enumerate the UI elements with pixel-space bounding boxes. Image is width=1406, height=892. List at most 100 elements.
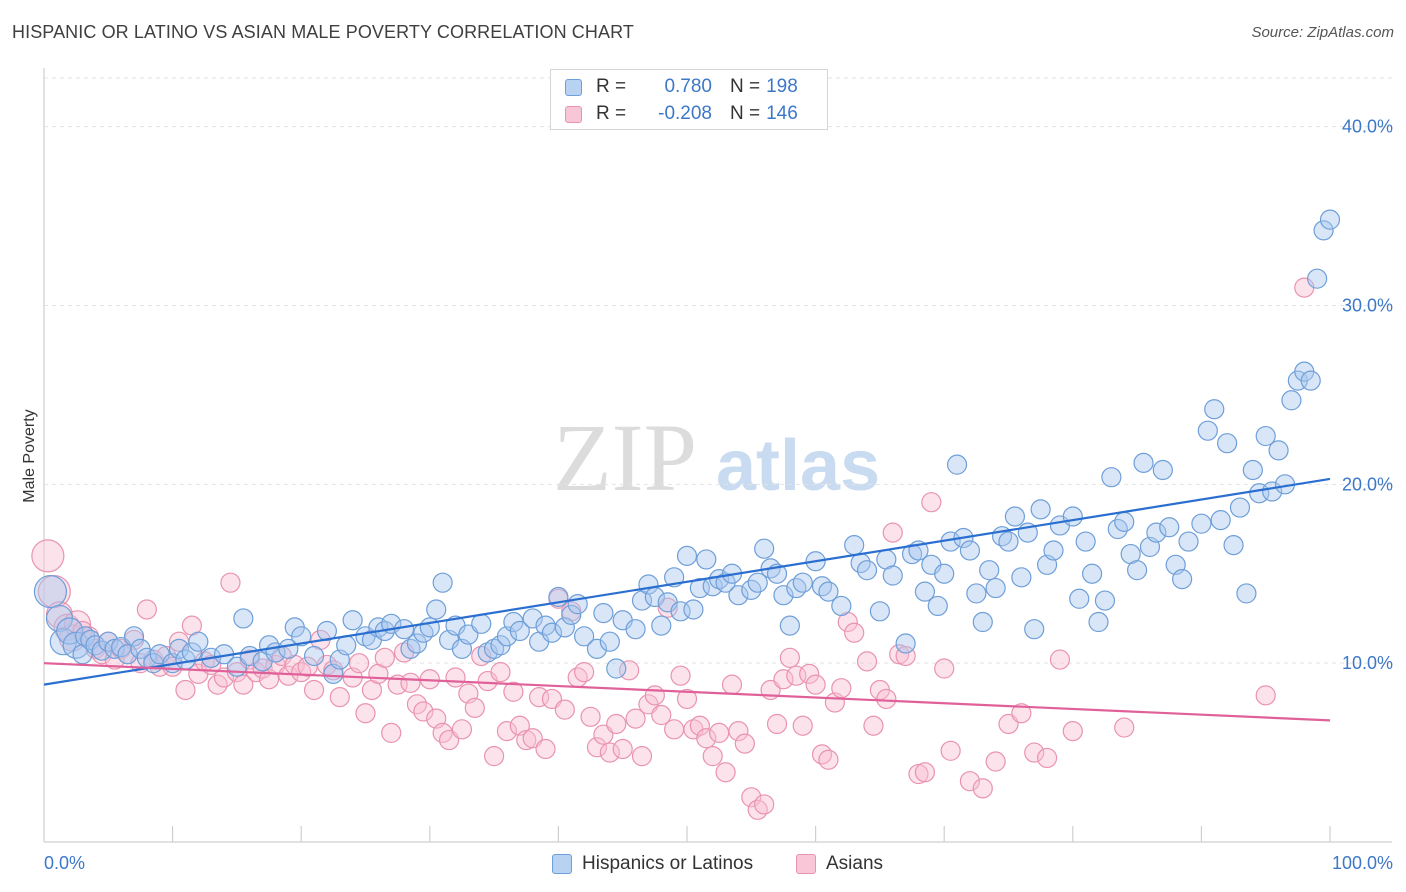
asians-point bbox=[278, 665, 299, 686]
asians-point bbox=[233, 674, 254, 695]
hispanics-point bbox=[593, 602, 614, 624]
hispanics-point bbox=[1281, 390, 1302, 411]
asians-point bbox=[972, 778, 993, 799]
hispanics-point bbox=[561, 604, 582, 625]
asians-point bbox=[741, 787, 762, 808]
asians-point bbox=[721, 674, 743, 695]
asians-point bbox=[934, 658, 955, 679]
hispanics-point bbox=[1030, 499, 1051, 520]
asians-point bbox=[291, 662, 312, 683]
x-tick-label: 0.0% bbox=[44, 853, 85, 873]
asians-point bbox=[773, 669, 794, 690]
hispanics-point bbox=[1178, 531, 1199, 552]
legend-item-asians[interactable]: Asians bbox=[796, 852, 883, 876]
hispanics-point bbox=[1159, 517, 1180, 538]
hispanics-point bbox=[1075, 531, 1096, 552]
asians-point bbox=[959, 771, 981, 792]
watermark-zip: ZIP bbox=[553, 404, 697, 511]
asians-point bbox=[766, 713, 788, 735]
hispanics-point bbox=[773, 585, 794, 606]
asians-point bbox=[1024, 742, 1045, 763]
hispanics-swatch bbox=[565, 78, 582, 96]
hispanics-point bbox=[651, 615, 672, 636]
hispanics-point bbox=[844, 535, 865, 556]
hispanics-point bbox=[1081, 563, 1103, 584]
asians-point bbox=[805, 674, 826, 695]
asians-point bbox=[348, 653, 370, 674]
hispanics-point bbox=[792, 572, 813, 593]
asians-point bbox=[554, 699, 575, 720]
hispanics-point bbox=[959, 540, 981, 561]
hispanics-point bbox=[882, 565, 903, 586]
asians-point bbox=[490, 662, 511, 683]
hispanics-point bbox=[1313, 220, 1334, 241]
asians-point bbox=[940, 740, 961, 761]
hispanics-point bbox=[1223, 535, 1244, 556]
asians-point bbox=[921, 492, 942, 513]
hispanics-point bbox=[1088, 611, 1109, 633]
hispanics-point bbox=[972, 611, 993, 633]
asians-point bbox=[503, 681, 524, 702]
asians-point bbox=[689, 715, 710, 736]
hispanics-point bbox=[927, 595, 948, 617]
asians-point bbox=[381, 722, 402, 744]
asians-point bbox=[355, 703, 376, 724]
hispanics-point bbox=[811, 576, 833, 597]
hispanics-point bbox=[1094, 590, 1116, 611]
hispanics-point bbox=[747, 572, 768, 593]
hispanics-point bbox=[1152, 459, 1173, 481]
asians-point bbox=[606, 713, 627, 735]
hispanics-point bbox=[998, 531, 1019, 552]
n-label: N = bbox=[730, 76, 761, 97]
hispanics-point bbox=[406, 633, 428, 654]
hispanics-point bbox=[1101, 467, 1122, 488]
asians-point bbox=[612, 738, 633, 760]
asians-point bbox=[876, 688, 897, 710]
hispanics-trend-line bbox=[43, 477, 1331, 686]
hispanics-point bbox=[696, 549, 717, 570]
hispanics-legend-swatch bbox=[552, 854, 572, 874]
asians-point bbox=[471, 645, 492, 667]
hispanics-point bbox=[979, 560, 1000, 581]
asians-point bbox=[464, 697, 485, 718]
stats-row-asians: R = -0.208 N = 146 bbox=[565, 102, 798, 126]
asians-point bbox=[63, 610, 92, 638]
asians-point bbox=[599, 742, 620, 763]
n-value: 198 bbox=[766, 76, 798, 97]
asians-point bbox=[329, 687, 350, 708]
asians-point bbox=[1114, 717, 1135, 738]
r-value: -0.208 bbox=[658, 103, 712, 124]
trend-lines bbox=[43, 477, 1331, 722]
hispanics-point bbox=[818, 581, 839, 602]
asians-point bbox=[670, 665, 691, 686]
hispanics-point bbox=[606, 658, 627, 679]
asians-swatch bbox=[565, 105, 582, 123]
asians-point bbox=[580, 706, 601, 727]
asians-point bbox=[914, 762, 936, 783]
asians-point bbox=[303, 679, 325, 701]
legend-item-hispanics[interactable]: Hispanics or Latinos bbox=[552, 852, 753, 876]
hispanics-point bbox=[233, 608, 254, 629]
asians-point bbox=[413, 701, 434, 722]
hispanics-point bbox=[779, 615, 800, 636]
hispanics-point bbox=[946, 454, 968, 475]
hispanics-point bbox=[342, 610, 363, 631]
hispanics-point bbox=[1172, 569, 1193, 590]
asians-point bbox=[1255, 685, 1276, 706]
hispanics-point bbox=[1024, 619, 1045, 640]
hispanics-point bbox=[831, 595, 852, 617]
asians-point bbox=[786, 665, 807, 686]
asians-point bbox=[676, 688, 698, 710]
asians-point bbox=[1036, 747, 1058, 769]
y-tick-label: 20.0% bbox=[1342, 474, 1393, 494]
asians-point bbox=[619, 660, 640, 681]
hispanics-point bbox=[471, 613, 492, 634]
hispanics-point bbox=[541, 622, 563, 643]
asians-point bbox=[715, 762, 736, 783]
asians-point bbox=[811, 744, 833, 765]
chart-title: HISPANIC OR LATINO VS ASIAN MALE POVERTY… bbox=[12, 22, 634, 42]
hispanics-point bbox=[754, 538, 775, 559]
hispanics-point bbox=[336, 635, 357, 656]
asians-point bbox=[631, 746, 653, 767]
